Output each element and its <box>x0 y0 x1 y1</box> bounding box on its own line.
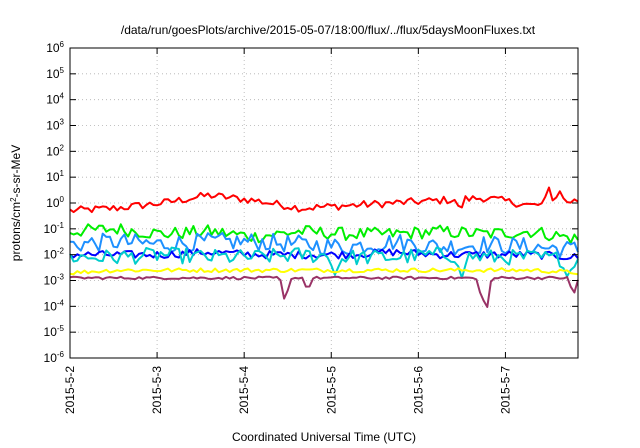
x-tick-label: 2015-5-4 <box>237 366 251 414</box>
y-tick-label: 10-4 <box>44 298 65 313</box>
y-tick-label: 101 <box>46 169 64 184</box>
y-tick-label: 106 <box>46 40 64 55</box>
y-axis-label: protons/cm2-s-sr-MeV <box>9 145 24 261</box>
axis-ticks <box>69 47 578 359</box>
y-axis-label-part1: protons/cm <box>9 202 23 261</box>
x-tick-labels: 2015-5-2 2015-5-3 2015-5-4 2015-5-5 2015-5-6… <box>63 366 512 414</box>
x-tick-label: 2015-5-7 <box>498 366 512 414</box>
y-tick-label: 104 <box>46 92 64 107</box>
y-axis-label-part2: -s-sr-MeV <box>9 145 23 198</box>
grid-lines <box>70 48 578 358</box>
x-axis-label: Coordinated Universal Time (UTC) <box>232 430 416 444</box>
series-1-line <box>69 223 579 244</box>
y-tick-label: 10-5 <box>44 324 65 339</box>
x-tick-label: 2015-5-5 <box>324 366 338 414</box>
y-tick-label: 100 <box>46 195 64 210</box>
y-tick-label: 103 <box>46 118 64 133</box>
y-tick-labels: 10-6 10-5 10-4 10-3 10-2 10-1 100 101 102 103 104 1… <box>44 40 65 365</box>
y-tick-label: 10-2 <box>44 247 65 262</box>
y-tick-label: 105 <box>46 66 64 81</box>
y-tick-label: 10-1 <box>44 221 65 236</box>
series-lines <box>69 186 579 308</box>
y-tick-label: 102 <box>46 143 64 158</box>
series-4-line <box>69 246 579 279</box>
x-tick-label: 2015-5-2 <box>63 366 77 414</box>
x-tick-label: 2015-5-6 <box>411 366 425 414</box>
y-tick-label: 10-6 <box>44 350 65 365</box>
x-tick-label: 2015-5-3 <box>150 366 164 414</box>
y-axis-label-superscript: 2 <box>9 197 18 202</box>
chart-title: /data/run/goesPlots/archive/2015-05-07/1… <box>121 23 536 37</box>
series-0-line <box>69 186 579 214</box>
y-tick-label: 10-3 <box>44 273 65 288</box>
series-6-line <box>69 275 579 308</box>
series-5-line <box>69 267 579 276</box>
